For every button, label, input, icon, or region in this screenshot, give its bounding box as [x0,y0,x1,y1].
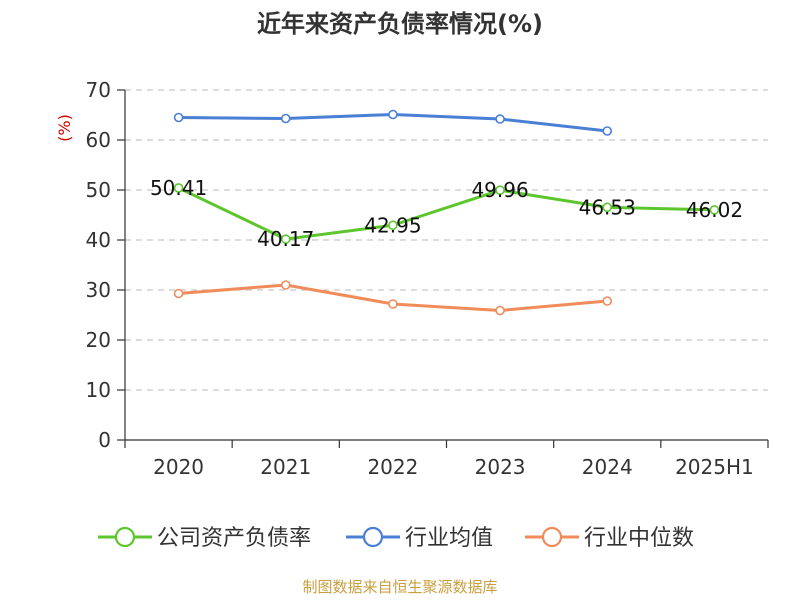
series-3 [173,280,613,316]
chart-title: 近年来资产负债率情况(%) [257,10,543,38]
data-label: 42.95 [364,213,421,237]
data-point [173,183,184,193]
legend-item-3[interactable]: 行业中位数 [525,526,694,551]
legend: 公司资产负债率 行业均值 行业中位数 [98,526,694,551]
legend-label: 行业均值 [405,526,493,551]
data-point [173,288,184,299]
source-note: 制图数据来自恒生聚源数据库 [302,578,497,596]
data-label: 40.17 [257,227,314,251]
data-point [280,280,291,290]
data-label: 46.02 [686,198,743,222]
y-tick-label: 40 [86,228,111,252]
legend-marker [362,526,384,548]
x-tick-label: 2021 [260,455,311,479]
data-point [602,202,613,213]
y-tick-label: 30 [86,278,111,302]
data-point [173,112,184,123]
data-point [388,109,398,120]
series-line [177,186,715,241]
legend-item-2[interactable]: 行业均值 [346,526,493,551]
y-tick-label: 10 [86,378,111,402]
legend-marker [541,526,563,548]
y-axis-label: (%) [55,114,74,142]
data-label: 50.41 [150,176,207,200]
data-point [280,234,291,244]
y-tick-label: 0 [98,428,111,452]
data-point [388,299,398,309]
data-point [709,205,720,215]
legend-item-1[interactable]: 公司资产负债率 [98,526,311,551]
data-label: 49.96 [471,178,528,202]
data-point [602,126,613,136]
series-2 [173,109,613,136]
y-tick-label: 60 [86,128,111,152]
data-point [602,296,613,306]
x-tick-label: 2024 [582,455,633,479]
axes: 0 10 20 30 40 50 60 70 2020 2021 2022 2023 2024 2025H… [86,78,769,479]
series-1: 50.41 40.17 42.95 49.96 46.53 46.02 [150,176,743,251]
data-point [495,305,505,316]
data-point [495,114,505,124]
x-tick-label: 2022 [367,455,418,479]
data-point [280,113,291,124]
data-label: 46.53 [579,195,636,219]
gridlines [125,89,768,391]
y-tick-label: 20 [86,328,111,352]
y-tick-label: 50 [86,178,111,202]
series-group: 50.41 40.17 42.95 49.96 46.53 46.02 [150,109,743,316]
x-tick-label: 2025H1 [675,455,754,479]
data-point [388,220,398,231]
legend-marker [114,526,136,548]
y-tick-label: 70 [86,78,111,102]
legend-label: 行业中位数 [584,526,694,551]
legend-label: 公司资产负债率 [157,526,311,551]
data-point [495,185,505,195]
x-tick-label: 2020 [153,455,204,479]
x-tick-label: 2023 [475,455,526,479]
